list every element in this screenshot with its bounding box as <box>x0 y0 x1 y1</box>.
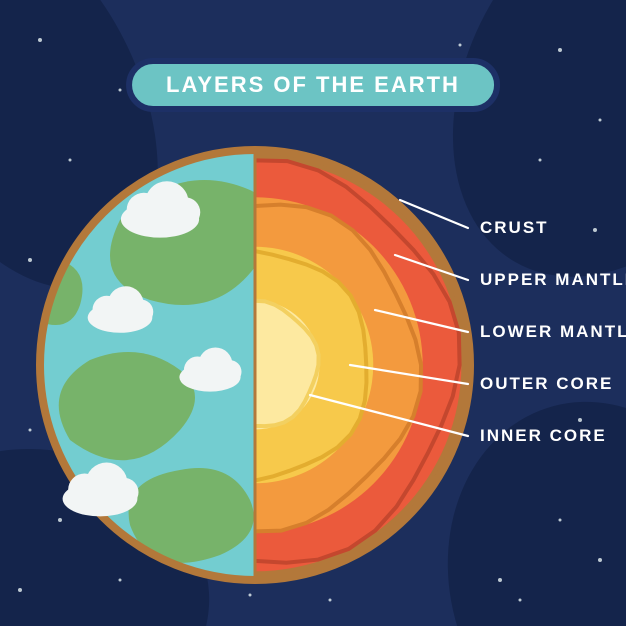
star <box>119 579 122 582</box>
star <box>459 44 462 47</box>
star <box>559 519 562 522</box>
label-outer_core: Outer Core <box>480 374 613 394</box>
star <box>578 418 582 422</box>
earth-layers-infographic: Layers of the Earth Crust Upper Mantle Low… <box>0 0 626 626</box>
title-text: Layers of the Earth <box>166 72 460 97</box>
label-upper_mantle: Upper Mantle <box>480 270 626 290</box>
label-lower_mantle: Lower Mantle <box>480 322 626 342</box>
star <box>58 518 62 522</box>
star <box>539 159 542 162</box>
star <box>519 599 522 602</box>
star <box>558 48 562 52</box>
star <box>598 558 602 562</box>
star <box>69 159 72 162</box>
star <box>28 258 32 262</box>
star <box>38 38 42 42</box>
star <box>593 228 597 232</box>
star <box>29 429 32 432</box>
label-inner_core: Inner Core <box>480 426 607 446</box>
star <box>18 588 22 592</box>
star <box>249 594 252 597</box>
star <box>119 89 122 92</box>
title-pill: Layers of the Earth <box>126 58 500 112</box>
star <box>329 599 332 602</box>
star <box>599 119 602 122</box>
label-crust: Crust <box>480 218 549 238</box>
star <box>498 578 502 582</box>
